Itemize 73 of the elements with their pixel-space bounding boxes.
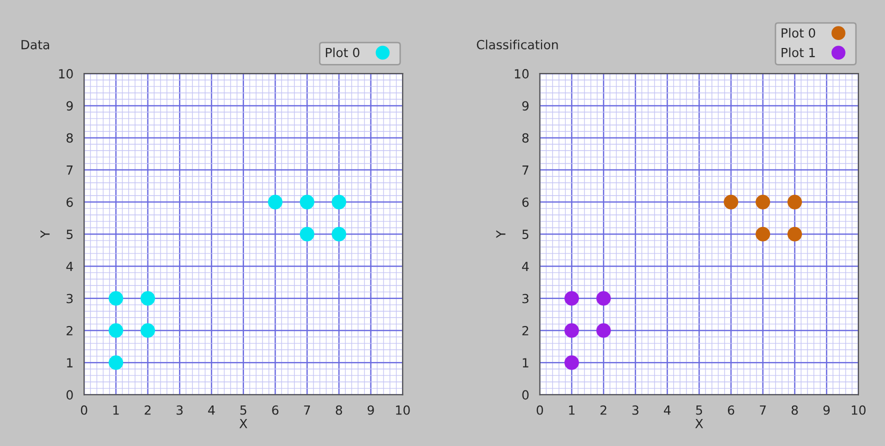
x-tick-label: 6	[728, 405, 734, 415]
point	[787, 194, 802, 210]
y-tick-label: 9	[522, 101, 529, 111]
x-tick-label: 5	[696, 406, 702, 415]
y-tick-label: 4	[522, 262, 529, 272]
y-tick-label: 8	[66, 133, 73, 143]
point	[756, 226, 770, 242]
point	[332, 226, 346, 242]
x-tick-label: 7	[304, 406, 310, 415]
y-tick-label: 4	[66, 262, 73, 272]
y-tick-label: 9	[66, 101, 73, 111]
point	[140, 323, 156, 338]
y-tick-label: 8	[522, 133, 529, 143]
point	[108, 291, 124, 306]
point	[596, 323, 611, 338]
point	[564, 323, 579, 338]
y-tick-label: 10	[59, 69, 73, 79]
point	[108, 323, 124, 338]
x-tick-label: 10	[852, 405, 866, 415]
point	[332, 194, 346, 210]
x-axis-title: X	[239, 419, 248, 428]
y-tick-label: 6	[522, 198, 529, 207]
legend-label: Plot 0	[782, 28, 816, 38]
x-tick-label: 4	[664, 406, 671, 415]
x-tick-label: 9	[823, 405, 830, 415]
x-tick-label: 2	[144, 405, 151, 415]
y-tick-label: 6	[66, 198, 73, 207]
legend-label: Plot 0	[326, 48, 360, 58]
y-tick-label: 3	[66, 294, 73, 304]
point	[300, 194, 314, 210]
point	[564, 355, 579, 370]
chart-title: Classification	[476, 40, 558, 50]
point	[268, 194, 283, 210]
y-tick-label: 2	[66, 326, 72, 336]
x-tick-label: 7	[760, 406, 766, 415]
y-tick-label: 0	[66, 390, 73, 400]
x-tick-label: 3	[632, 405, 638, 415]
point	[108, 355, 124, 370]
x-tick-label: 0	[80, 405, 88, 415]
y-tick-label: 7	[522, 166, 528, 175]
y-tick-label: 7	[66, 166, 73, 175]
point	[300, 226, 314, 242]
x-tick-label: 2	[600, 405, 606, 415]
x-tick-label: 3	[176, 405, 183, 415]
y-tick-label: 10	[514, 69, 529, 79]
x-tick-label: 8	[336, 405, 342, 415]
point	[596, 291, 611, 306]
y-axis-title: Y	[40, 230, 50, 238]
y-tick-label: 1	[67, 358, 73, 368]
point	[724, 194, 738, 210]
x-tick-label: 9	[368, 405, 374, 415]
chart-title: Data	[22, 40, 50, 50]
point	[756, 194, 770, 210]
x-tick-label: 5	[240, 406, 246, 415]
legend-label: Plot 1	[782, 48, 815, 58]
x-tick-label: 10	[396, 405, 410, 415]
y-tick-label: 1	[522, 358, 528, 368]
x-tick-label: 1	[569, 406, 575, 415]
x-tick-label: 8	[792, 405, 798, 415]
x-tick-label: 1	[113, 406, 119, 415]
x-tick-label: 0	[536, 405, 543, 415]
y-axis-title: Y	[496, 230, 506, 238]
x-axis-title: X	[695, 419, 704, 428]
y-tick-label: 5	[522, 230, 528, 240]
y-tick-label: 5	[66, 230, 73, 240]
y-tick-label: 2	[522, 326, 528, 336]
x-tick-label: 6	[272, 405, 278, 415]
y-tick-label: 3	[522, 294, 528, 304]
y-tick-label: 0	[522, 390, 529, 400]
point	[787, 226, 802, 242]
point	[140, 291, 156, 306]
point	[564, 291, 579, 306]
x-tick-label: 4	[208, 406, 215, 415]
